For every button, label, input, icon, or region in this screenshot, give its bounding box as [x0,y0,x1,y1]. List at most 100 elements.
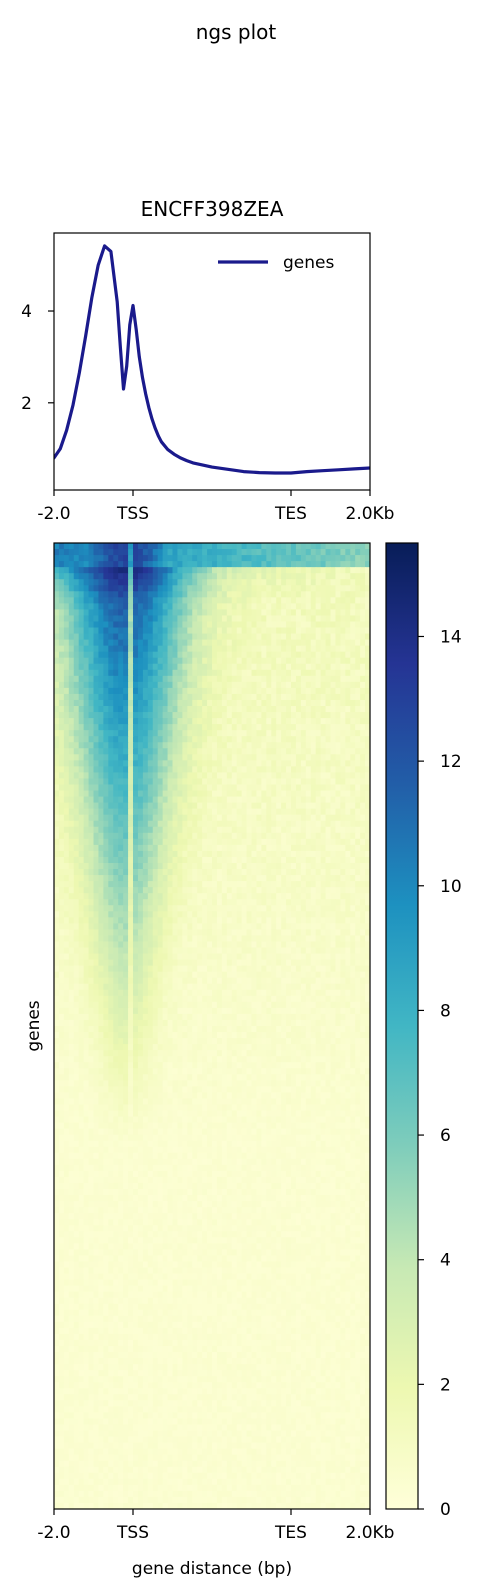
heatmap-cell [286,658,292,665]
heatmap-cell [326,555,332,562]
heatmap-cell [103,839,109,846]
heatmap-cell [192,978,198,985]
heatmap-cell [177,941,183,948]
heatmap-cell [321,628,327,635]
heatmap-cell [163,609,169,616]
heatmap-cell [306,905,312,912]
heatmap-cell [247,929,253,936]
heatmap-cell [202,736,208,743]
heatmap-cell [217,652,223,659]
heatmap-cell [163,603,169,610]
heatmap-cell [286,640,292,647]
heatmap-cell [59,700,65,707]
heatmap-cell [252,954,258,961]
heatmap-cell [335,893,341,900]
heatmap-cell [148,615,154,622]
heatmap-cell [266,929,272,936]
heatmap-cell [247,972,253,979]
heatmap-cell [197,664,203,671]
heatmap-cell [281,585,287,592]
heatmap-cell [281,803,287,810]
heatmap-cell [168,984,174,991]
heatmap-cell [158,797,164,804]
heatmap-cell [345,821,351,828]
heatmap-cell [350,621,356,628]
heatmap-cell [237,881,243,888]
heatmap-cell [217,748,223,755]
heatmap-cell [340,646,346,653]
heatmap-cell [118,1002,124,1009]
heatmap-cell [331,881,337,888]
heatmap-cell [266,646,272,653]
heatmap-cell [128,996,134,1003]
heatmap-cell [148,694,154,701]
heatmap-cell [276,706,282,713]
heatmap-cell [103,670,109,677]
heatmap-cell [335,724,341,731]
heatmap-cell [182,791,188,798]
heatmap-cell [69,724,75,731]
heatmap-cell [103,911,109,918]
heatmap-cell [173,929,179,936]
heatmap-cell [286,827,292,834]
heatmap-cell [331,706,337,713]
heatmap-cell [133,754,139,761]
heatmap-cell [84,615,90,622]
heatmap-cell [331,1002,337,1009]
heatmap-cell [84,875,90,882]
heatmap-cell [98,845,104,852]
heatmap-cell [212,821,218,828]
heatmap-cell [207,640,213,647]
heatmap-cell [74,694,80,701]
heatmap-cell [237,621,243,628]
heatmap-cell [291,591,297,598]
heatmap-cell [197,791,203,798]
heatmap-cell [350,887,356,894]
heatmap-cell [247,797,253,804]
heatmap-cell [345,803,351,810]
heatmap-cell [153,996,159,1003]
heatmap-cell [118,996,124,1003]
heatmap-cell [202,646,208,653]
heatmap-cell [59,549,65,556]
heatmap-cell [168,591,174,598]
heatmap-cell [59,730,65,737]
heatmap-cell [360,881,366,888]
heatmap-cell [232,941,238,948]
heatmap-cell [261,929,267,936]
heatmap-cell [355,585,361,592]
heatmap-cell [276,815,282,822]
heatmap-cell [89,567,95,574]
heatmap-cell [345,754,351,761]
heatmap-cell [286,742,292,749]
heatmap-cell [187,917,193,924]
heatmap-cell [192,603,198,610]
heatmap-cell [192,736,198,743]
heatmap-cell [158,893,164,900]
heatmap-cell [59,899,65,906]
heatmap-cell [217,676,223,683]
heatmap-cell [138,785,144,792]
heatmap-cell [94,929,100,936]
heatmap-cell [276,966,282,973]
heatmap-cell [118,718,124,725]
heatmap-cell [321,966,327,973]
heatmap-cell [335,634,341,641]
heatmap-cell [94,785,100,792]
heatmap-cell [335,857,341,864]
heatmap-cell [113,966,119,973]
heatmap-cell [311,978,317,985]
heatmap-cell [242,658,248,665]
heatmap-cell [291,857,297,864]
heatmap-cell [227,996,233,1003]
heatmap-cell [266,549,272,556]
heatmap-cell [79,1008,85,1015]
heatmap-cell [113,845,119,852]
heatmap-cell [182,966,188,973]
heatmap-cell [345,785,351,792]
heatmap-cell [316,634,322,641]
heatmap-cell [69,712,75,719]
heatmap-cell [197,960,203,967]
heatmap-cell [187,549,193,556]
heatmap-cell [296,809,302,816]
